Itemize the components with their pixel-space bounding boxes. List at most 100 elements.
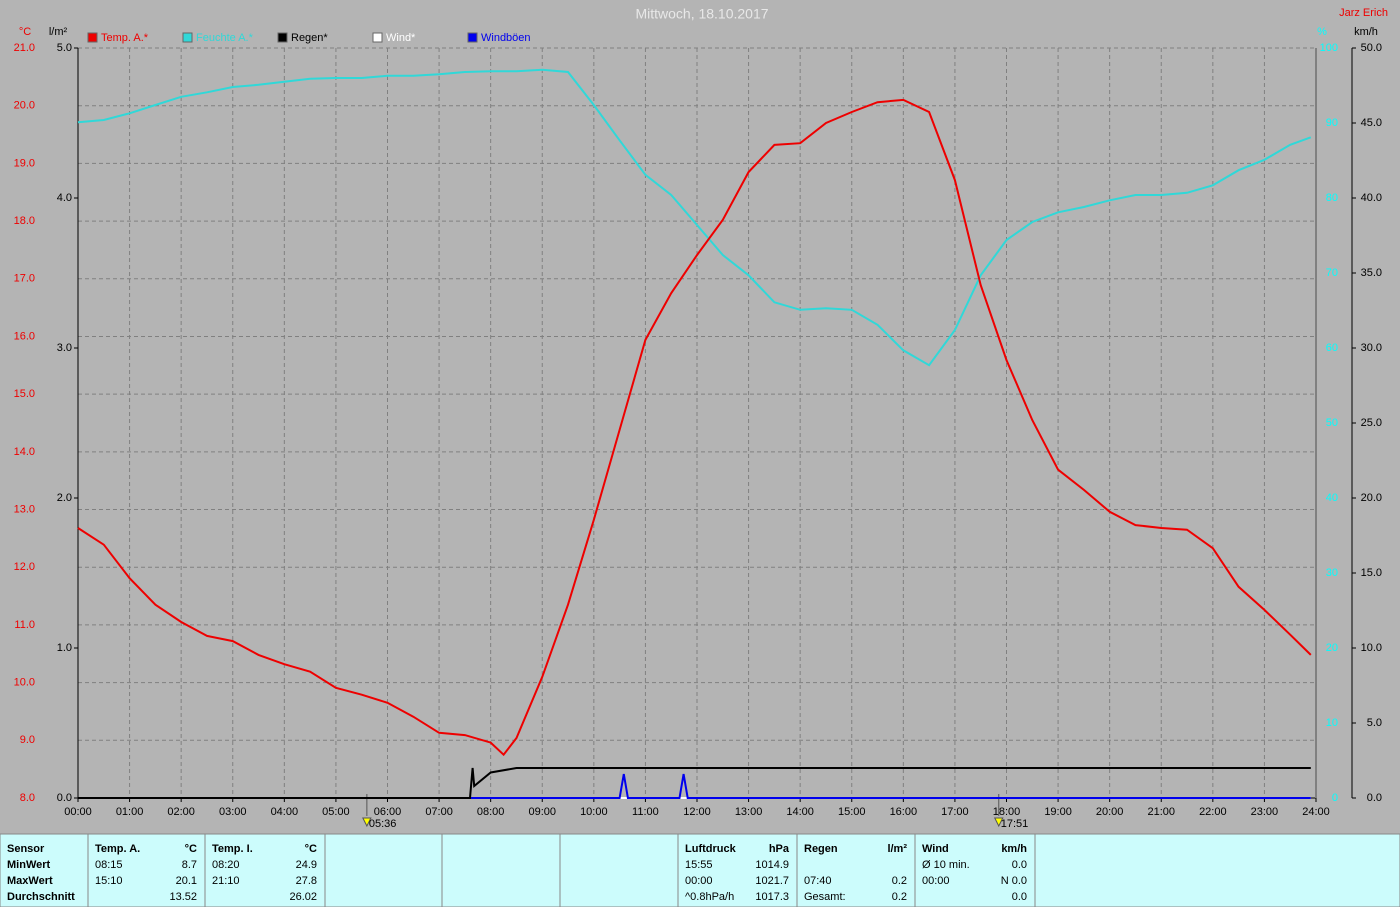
y4-tick-label: 15.0 bbox=[1361, 567, 1382, 579]
table-cell: Luftdruck bbox=[685, 843, 737, 855]
table-cell: Gesamt: bbox=[804, 891, 846, 903]
table-cell: 0.2 bbox=[892, 875, 907, 887]
y4-tick-label: 50.0 bbox=[1361, 42, 1382, 54]
table-cell: 8.7 bbox=[182, 859, 197, 871]
y-tick-label: 19.0 bbox=[14, 157, 35, 169]
table-cell: Temp. I. bbox=[212, 843, 253, 855]
x-tick-label: 09:00 bbox=[528, 806, 556, 818]
y2-tick-label: 1.0 bbox=[57, 642, 72, 654]
table-cell: Temp. A. bbox=[95, 843, 140, 855]
legend-label: Regen* bbox=[291, 32, 328, 44]
x-tick-label: 20:00 bbox=[1096, 806, 1124, 818]
y-tick-label: 15.0 bbox=[14, 388, 35, 400]
y-tick-label: 10.0 bbox=[14, 677, 35, 689]
table-cell: °C bbox=[305, 843, 317, 855]
table-cell: 0.0 bbox=[1012, 891, 1027, 903]
table-cell: Regen bbox=[804, 843, 838, 855]
table-cell: 08:20 bbox=[212, 859, 240, 871]
y3-tick-label: 40 bbox=[1326, 492, 1338, 504]
x-tick-label: 24:00 bbox=[1302, 806, 1330, 818]
y2-tick-label: 4.0 bbox=[57, 192, 72, 204]
y4-tick-label: 40.0 bbox=[1361, 192, 1382, 204]
table-cell: 20.1 bbox=[176, 875, 197, 887]
y3-tick-label: 80 bbox=[1326, 192, 1338, 204]
x-tick-label: 03:00 bbox=[219, 806, 247, 818]
sun-label: 05:36 bbox=[369, 818, 397, 830]
sun-label: 17:51 bbox=[1001, 818, 1029, 830]
table-cell: 13.52 bbox=[169, 891, 197, 903]
table-cell: 08:15 bbox=[95, 859, 123, 871]
table-cell: N 0.0 bbox=[1001, 875, 1027, 887]
stats-table bbox=[0, 833, 1400, 907]
y2-tick-label: 5.0 bbox=[57, 42, 72, 54]
x-tick-label: 08:00 bbox=[477, 806, 505, 818]
y-tick-label: 20.0 bbox=[14, 100, 35, 112]
table-cell: MaxWert bbox=[7, 875, 53, 887]
y-tick-label: 16.0 bbox=[14, 330, 35, 342]
x-tick-label: 19:00 bbox=[1044, 806, 1072, 818]
y3-tick-label: 10 bbox=[1326, 717, 1338, 729]
x-tick-label: 12:00 bbox=[683, 806, 711, 818]
y4-tick-label: 25.0 bbox=[1361, 417, 1382, 429]
y4-tick-label: 30.0 bbox=[1361, 342, 1382, 354]
y-tick-label: 12.0 bbox=[14, 561, 35, 573]
y4-tick-label: 10.0 bbox=[1361, 642, 1382, 654]
x-tick-label: 13:00 bbox=[735, 806, 763, 818]
x-tick-label: 14:00 bbox=[786, 806, 814, 818]
series-line bbox=[77, 68, 1312, 367]
y3-tick-label: 30 bbox=[1326, 567, 1338, 579]
table-cell: °C bbox=[185, 843, 197, 855]
y3-tick-label: 60 bbox=[1326, 342, 1338, 354]
y-unit: °C bbox=[19, 26, 31, 38]
x-tick-label: 15:00 bbox=[838, 806, 866, 818]
table-cell: 07:40 bbox=[804, 875, 832, 887]
table-cell: ^0.8hPa/h bbox=[685, 891, 734, 903]
x-tick-label: 22:00 bbox=[1199, 806, 1227, 818]
y4-tick-label: 35.0 bbox=[1361, 267, 1382, 279]
sun-icon bbox=[993, 817, 1004, 828]
table-cell: 1014.9 bbox=[755, 859, 789, 871]
x-tick-label: 11:00 bbox=[632, 806, 659, 818]
legend-label: Wind* bbox=[386, 32, 416, 44]
y2-unit: l/m² bbox=[49, 26, 68, 38]
y-tick-label: 13.0 bbox=[14, 503, 35, 515]
x-tick-label: 02:00 bbox=[167, 806, 195, 818]
table-cell: Ø 10 min. bbox=[922, 859, 970, 871]
x-tick-label: 07:00 bbox=[425, 806, 453, 818]
y4-tick-label: 45.0 bbox=[1361, 117, 1382, 129]
y-tick-label: 18.0 bbox=[14, 215, 35, 227]
table-cell: 0.0 bbox=[1012, 859, 1027, 871]
x-tick-label: 17:00 bbox=[941, 806, 969, 818]
x-tick-label: 21:00 bbox=[1147, 806, 1175, 818]
x-tick-label: 04:00 bbox=[271, 806, 299, 818]
y3-tick-label: 70 bbox=[1326, 267, 1338, 279]
y-tick-label: 14.0 bbox=[14, 446, 35, 458]
y3-tick-label: 50 bbox=[1326, 417, 1338, 429]
table-cell: MinWert bbox=[7, 859, 51, 871]
y3-tick-label: 100 bbox=[1320, 42, 1338, 54]
x-tick-label: 23:00 bbox=[1251, 806, 1279, 818]
x-tick-label: 00:00 bbox=[64, 806, 92, 818]
y2-tick-label: 0.0 bbox=[57, 792, 72, 804]
table-cell: 21:10 bbox=[212, 875, 240, 887]
sun-icon bbox=[362, 817, 372, 828]
series-line bbox=[78, 767, 1311, 799]
y-tick-label: 17.0 bbox=[14, 273, 35, 285]
table-cell: 15:10 bbox=[95, 875, 123, 887]
table-cell: 0.2 bbox=[892, 891, 907, 903]
legend-swatch bbox=[277, 32, 288, 43]
table-cell: l/m² bbox=[887, 843, 907, 855]
y2-tick-label: 2.0 bbox=[57, 492, 72, 504]
table-cell: 1021.7 bbox=[755, 875, 789, 887]
y-tick-label: 9.0 bbox=[20, 734, 35, 746]
series-line bbox=[77, 98, 1312, 757]
x-tick-label: 18:00 bbox=[993, 806, 1021, 818]
table-cell: 24.9 bbox=[296, 859, 317, 871]
legend-label: Feuchte A.* bbox=[196, 32, 254, 44]
legend-swatch bbox=[372, 32, 383, 43]
table-cell: 00:00 bbox=[922, 875, 950, 887]
legend-swatch bbox=[467, 32, 478, 43]
x-tick-label: 01:00 bbox=[116, 806, 144, 818]
